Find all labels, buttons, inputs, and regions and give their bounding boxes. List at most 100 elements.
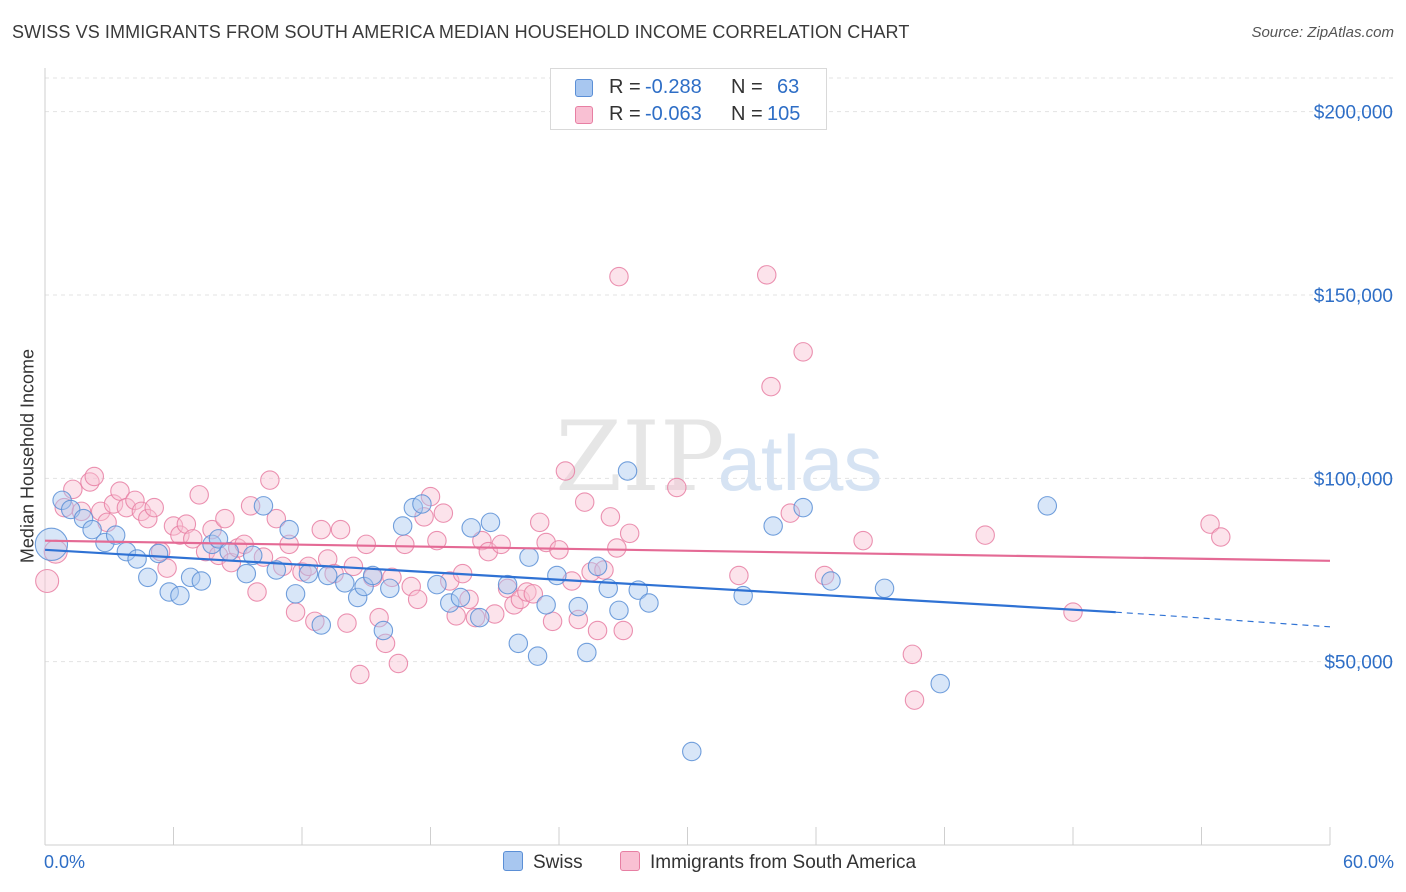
source-label: Source: ZipAtlas.com [1251, 24, 1394, 41]
watermark-atlas: atlas [718, 419, 883, 507]
data-point [157, 558, 177, 578]
data-point [484, 604, 505, 624]
data-point [975, 525, 995, 545]
data-point [600, 507, 621, 527]
data-point [347, 587, 368, 608]
data-point [1200, 514, 1220, 534]
axes [44, 68, 1331, 846]
data-point [285, 584, 306, 604]
data-point [1037, 496, 1058, 516]
data-point [461, 518, 481, 538]
data-point [427, 574, 447, 595]
data-point [609, 266, 629, 287]
chart-title: SWISS VS IMMIGRANTS FROM SOUTH AMERICA M… [12, 22, 910, 42]
data-point [219, 541, 239, 562]
data-point [508, 633, 529, 654]
r-label: R = [609, 103, 641, 125]
data-point [491, 534, 511, 555]
data-point [814, 565, 835, 586]
data-point [874, 578, 895, 599]
legend-row-immigrants: R = -0.063 N = 105 [551, 100, 826, 128]
n-label: N = [731, 103, 763, 125]
data-point [362, 565, 383, 586]
data-point [821, 571, 841, 591]
data-point [395, 534, 415, 555]
data-point [527, 646, 548, 666]
data-point [305, 611, 325, 632]
data-point [517, 582, 537, 602]
data-point [337, 613, 357, 633]
legend-swiss-label: Swiss [533, 852, 583, 873]
data-point [356, 534, 376, 555]
data-point [292, 562, 312, 582]
data-point [568, 596, 589, 617]
data-point [373, 620, 394, 641]
data-point [504, 595, 524, 615]
data-point [902, 644, 923, 665]
data-point [127, 549, 147, 569]
data-point [577, 642, 597, 663]
data-point [311, 519, 332, 540]
data-point [105, 525, 126, 545]
legend-item-swiss: Swiss [503, 851, 583, 874]
trend-line [44, 548, 1116, 614]
data-point [555, 461, 576, 481]
data-point [519, 547, 539, 567]
data-point [125, 490, 145, 511]
data-point [427, 530, 447, 551]
immigrants-swatch [620, 851, 640, 871]
data-point [380, 578, 400, 599]
data-point [388, 653, 409, 674]
data-point [335, 573, 355, 593]
data-point [450, 587, 471, 608]
n-value: 105 [767, 103, 801, 125]
data-point [191, 571, 212, 591]
data-point [285, 602, 306, 622]
data-point [266, 508, 287, 529]
data-point [547, 565, 567, 586]
data-point [574, 492, 595, 512]
data-point [82, 519, 102, 540]
data-point [470, 607, 490, 628]
data-point [180, 567, 201, 588]
legend-row-swiss: R = -0.288 N = 63 [551, 73, 826, 101]
data-point [266, 560, 287, 580]
data-point [756, 265, 777, 285]
watermark-zip: ZIP [555, 401, 724, 513]
data-point [529, 512, 550, 533]
data-point [236, 563, 257, 584]
watermark: ZIP atlas [555, 401, 882, 513]
legend-immigrants-label: Immigrants from South America [650, 852, 917, 873]
data-point [587, 620, 608, 641]
data-point [138, 508, 158, 529]
data-point [401, 576, 421, 597]
n-label: N = [731, 76, 763, 98]
data-point [84, 466, 105, 487]
immigrants-swatch [575, 106, 593, 124]
data-point [433, 503, 454, 523]
data-point [607, 538, 627, 558]
data-point [311, 615, 332, 635]
data-point [617, 461, 638, 481]
data-point [480, 512, 501, 533]
data-point [260, 470, 280, 490]
swiss-swatch [575, 79, 593, 97]
data-point [682, 741, 702, 762]
y-tick-label: $100,000 [1314, 469, 1393, 490]
data-point [392, 516, 413, 536]
data-point [639, 593, 659, 613]
x-min-label: 0.0% [44, 852, 86, 872]
data-point [446, 606, 466, 626]
data-point [587, 556, 608, 577]
data-point [761, 376, 781, 397]
data-point [350, 664, 370, 685]
data-point [763, 516, 783, 536]
r-value: -0.288 [645, 76, 702, 98]
data-point [497, 574, 518, 595]
data-point [904, 690, 925, 710]
swiss-swatch [503, 851, 523, 871]
data-point [407, 589, 428, 610]
data-point [472, 530, 492, 551]
data-point [542, 611, 563, 632]
data-point [613, 620, 633, 641]
